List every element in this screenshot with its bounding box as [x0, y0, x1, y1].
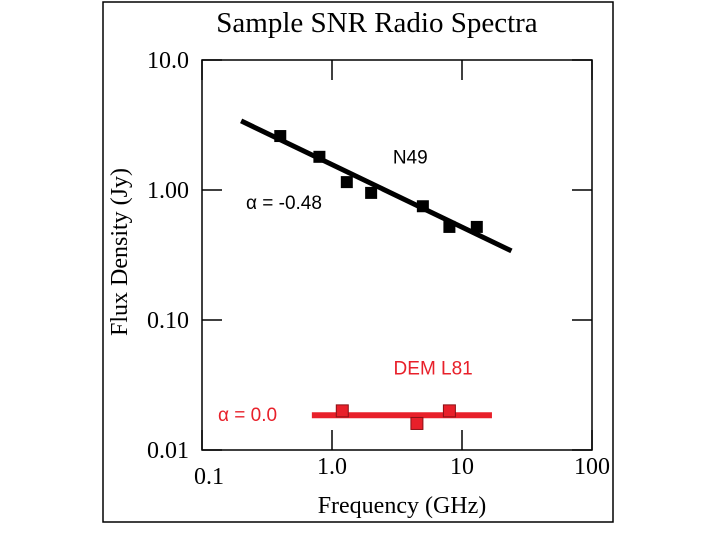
data-point — [470, 220, 483, 233]
data-point — [340, 176, 353, 189]
chart-title: Sample SNR Radio Spectra — [216, 7, 538, 39]
x-tick-label: 1.0 — [317, 454, 347, 480]
series-label: N49 — [393, 147, 428, 168]
series-label: DEM L81 — [394, 359, 473, 380]
data-point — [442, 404, 456, 418]
y-tick-label: 1.00 — [147, 178, 189, 204]
y-tick-label: 0.01 — [147, 438, 189, 464]
x-tick-label: 10 — [450, 454, 474, 480]
fit-line-n49 — [240, 118, 513, 254]
series-labels: N49 α = -0.48 DEM L81 α = 0.0 — [218, 147, 473, 426]
data-point — [410, 416, 424, 430]
data-point — [335, 404, 349, 418]
y-tick-label: 0.10 — [147, 308, 189, 334]
chart-frame — [102, 1, 614, 523]
data-point — [313, 150, 326, 163]
x-tick-label: 0.1 — [194, 464, 224, 490]
data-point — [416, 200, 429, 213]
data-point — [443, 220, 456, 233]
data-points — [274, 130, 483, 430]
data-point — [365, 186, 378, 199]
x-axis-label: Frequency (GHz) — [318, 493, 487, 519]
x-tick-label: 100 — [574, 454, 610, 480]
plot-area — [201, 59, 593, 451]
slope-annotation: α = -0.48 — [246, 193, 322, 214]
data-point — [274, 130, 287, 143]
y-tick-label: 10.0 — [147, 48, 189, 74]
slope-annotation: α = 0.0 — [218, 405, 277, 426]
axis-ticks: 10.0 1.00 0.10 0.010.1 1.0 10 100 — [147, 48, 610, 490]
y-axis-label: Flux Density (Jy) — [107, 168, 133, 336]
